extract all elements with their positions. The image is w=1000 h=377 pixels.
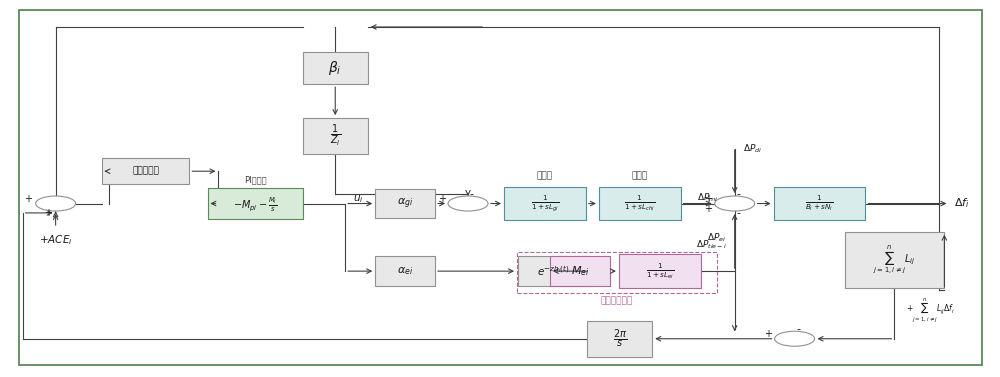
Text: +: + (704, 204, 712, 214)
Text: PI控制器: PI控制器 (244, 176, 267, 185)
Text: $\Delta P_{tie-i}$: $\Delta P_{tie-i}$ (696, 239, 727, 251)
Text: $\frac{1}{1+sL_{ei}}$: $\frac{1}{1+sL_{ei}}$ (646, 261, 674, 281)
Text: -: - (737, 189, 741, 199)
Text: +: + (704, 194, 712, 204)
FancyBboxPatch shape (619, 254, 701, 288)
Text: +: + (764, 329, 772, 339)
Circle shape (715, 196, 755, 211)
Text: $M_{ei}$: $M_{ei}$ (571, 264, 589, 278)
FancyBboxPatch shape (375, 189, 435, 218)
FancyBboxPatch shape (518, 256, 590, 286)
Text: $-M_{pi}-\frac{M_i}{s}$: $-M_{pi}-\frac{M_i}{s}$ (233, 195, 278, 213)
Text: $\beta_i$: $\beta_i$ (328, 59, 342, 77)
Text: +: + (24, 194, 32, 204)
Text: 汽轮机: 汽轮机 (632, 172, 648, 181)
Text: $\sum_{j=1,i\neq j}^{n} L_{ij}$: $\sum_{j=1,i\neq j}^{n} L_{ij}$ (873, 244, 916, 276)
FancyBboxPatch shape (102, 158, 189, 184)
Text: $u_i$: $u_i$ (353, 193, 364, 205)
FancyBboxPatch shape (599, 187, 681, 221)
Text: $+\sum_{j=1,i\neq j}^{n} L_{ij}\Delta f_i$: $+\sum_{j=1,i\neq j}^{n} L_{ij}\Delta f_… (906, 296, 955, 323)
FancyBboxPatch shape (587, 321, 652, 357)
Text: 调速器: 调速器 (537, 172, 553, 181)
Text: $\frac{1}{Z_i}$: $\frac{1}{Z_i}$ (330, 123, 341, 149)
Circle shape (448, 196, 488, 211)
Text: $\Delta P_{mi}$: $\Delta P_{mi}$ (697, 192, 718, 204)
Text: +: + (438, 194, 446, 204)
FancyBboxPatch shape (550, 256, 610, 286)
Text: -: - (469, 189, 473, 199)
Text: $\Delta P_{ei}$: $\Delta P_{ei}$ (707, 231, 727, 244)
Text: $\frac{2\pi}{s}$: $\frac{2\pi}{s}$ (613, 327, 627, 350)
Text: $\frac{1}{B_i+sN_i}$: $\frac{1}{B_i+sN_i}$ (805, 194, 834, 213)
Text: $\Delta P_{di}$: $\Delta P_{di}$ (743, 143, 762, 155)
FancyBboxPatch shape (303, 118, 368, 154)
Text: $\Delta f_i$: $\Delta f_i$ (954, 197, 970, 210)
FancyBboxPatch shape (303, 52, 368, 84)
Text: $\alpha_{gi}$: $\alpha_{gi}$ (397, 196, 413, 211)
Text: 风力发电机组: 风力发电机组 (601, 297, 633, 306)
Text: $\frac{1}{1+sL_{chi}}$: $\frac{1}{1+sL_{chi}}$ (624, 194, 655, 213)
Text: $e^{-zh_i(t)}$: $e^{-zh_i(t)}$ (537, 264, 570, 278)
FancyBboxPatch shape (375, 256, 435, 286)
Text: $\frac{1}{1+sL_{gi}}$: $\frac{1}{1+sL_{gi}}$ (531, 193, 559, 214)
Text: -: - (737, 208, 741, 218)
Text: $+ACE_i$: $+ACE_i$ (39, 234, 72, 247)
Text: $\alpha_{ei}$: $\alpha_{ei}$ (397, 265, 413, 277)
FancyBboxPatch shape (208, 188, 303, 219)
Text: 事件触发器: 事件触发器 (132, 167, 159, 176)
Text: +: + (44, 208, 52, 218)
FancyBboxPatch shape (774, 187, 865, 221)
Circle shape (775, 331, 815, 346)
Text: -: - (797, 324, 801, 334)
Circle shape (36, 196, 76, 211)
FancyBboxPatch shape (845, 232, 944, 288)
FancyBboxPatch shape (504, 187, 586, 221)
